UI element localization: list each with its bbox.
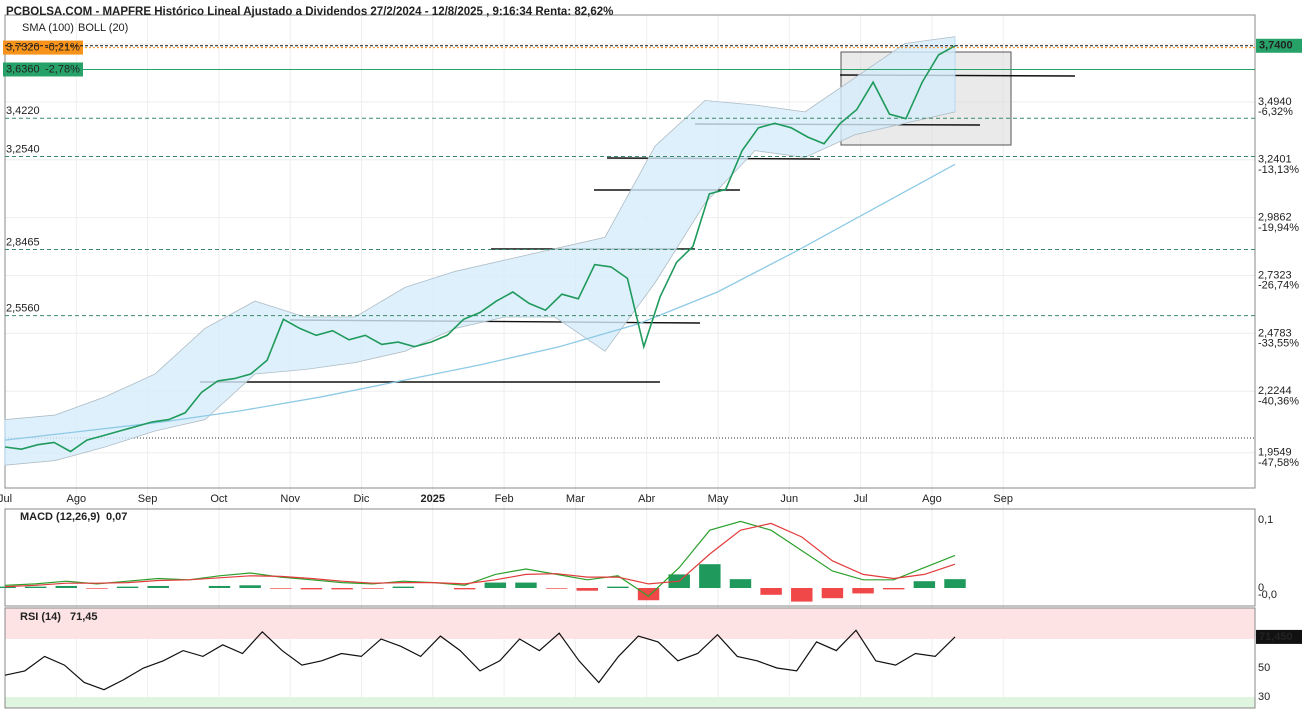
last-price-label: 3,7400 [1259,40,1293,52]
line [4,629,956,691]
rsi-tag-label: 71,450 [1259,631,1293,643]
line [4,520,956,597]
price-tag [3,62,83,77]
macd-bar [331,587,353,590]
line [4,36,956,420]
y-tick-label: 2,4783 [1258,327,1292,339]
macd-bar [362,587,384,589]
macd-bar [239,585,261,588]
macd-frame [4,508,1256,607]
macd-bar [24,586,47,588]
macd-bar [0,586,16,588]
y-tick-label: 1,9549 [1258,447,1292,459]
macd-bar [208,585,231,588]
oversold-zone [5,696,1255,708]
macd-bar [913,581,936,588]
legend-entry: SMA (100) [22,22,74,34]
macd-bar [607,586,629,588]
line [4,45,956,453]
y-tick-label: 3,2401 [1258,154,1292,166]
x-tick-label: Jul [854,493,868,505]
macd-bar [484,582,507,588]
rsi-tag [1256,629,1302,644]
macd-bar [699,564,721,588]
y-tick-label: 0 [1258,582,1264,594]
legend-entry: BOLL (20) [78,22,128,34]
panel-title: MACD (12,26,9) [20,511,100,523]
level-label: 2,8465 [6,236,40,248]
main-frame [4,14,1256,489]
y2-tick-label: -33,55% [1258,338,1299,350]
y-tick-label: 2,9862 [1258,212,1292,224]
x-tick-label: Sep [138,493,158,505]
x-tick-label: Mar [566,493,585,505]
macd-bar [576,587,598,591]
macd-bar [944,579,966,588]
x-tick-label: Jul [0,493,12,505]
level-label: 3,2540 [6,143,40,155]
x-tick-label: Jun [780,493,798,505]
panel-title: RSI (14) [20,611,61,623]
macd-bar [86,587,108,589]
background-layer [4,15,1255,708]
price-tag-label: 3,6360 [6,63,40,75]
y2-tick-label: -40,36% [1258,395,1299,407]
panel-value: 71,45 [70,611,98,623]
price-tag-change: -2,78% [45,63,80,75]
x-tick-label: Dic [354,493,370,505]
y-tick-label: 2,2244 [1258,385,1292,397]
x-tick-label: Oct [210,493,227,505]
y2-tick-label: -6,32% [1258,106,1293,118]
last-price-tag [1256,38,1302,53]
macd-bar [882,587,905,590]
macd-bar [515,582,537,588]
x-tick-label: May [708,493,729,505]
x-tick-label: 2025 [421,493,445,505]
line [4,163,956,441]
x-tick-label: Sep [993,493,1013,505]
y2-tick-label: -13,13% [1258,164,1299,176]
level-label: 2,5560 [6,303,40,315]
y-tick-label: 3,4940 [1258,96,1292,108]
overbought-zone [5,608,1255,640]
y2-tick-label: -26,74% [1258,280,1299,292]
macd-bar [791,587,813,602]
macd-bar [821,587,844,599]
macd-bar [545,587,568,589]
x-tick-label: Abr [638,493,655,505]
macd-tag: -0,0 [1258,589,1277,601]
line [4,522,956,588]
x-tick-label: Feb [495,493,514,505]
macd-bar [55,585,78,588]
price-tag [3,40,83,55]
macd-bar [453,587,476,590]
macd-bar [300,587,323,590]
chart-title: PCBOLSA.COM - MAPFRE Histórico Lineal Aj… [6,6,613,18]
x-tick-label: Ago [922,493,942,505]
y-tick-label: 30 [1258,691,1270,703]
macd-bar [760,587,782,595]
y2-tick-label: -47,58% [1258,457,1299,469]
y-tick-label: 50 [1258,662,1270,674]
price-tag-change: -0,21% [45,42,80,54]
y-tick-label: 2,7323 [1258,269,1292,281]
macd-bar [270,587,292,589]
macd-bar [147,585,169,588]
rsi-frame [4,607,1256,709]
macd-bar [392,586,415,588]
panel-value: 0,07 [106,511,127,523]
price-tag-label: 3,7320 [6,42,40,54]
level-label: 3,4220 [6,105,40,117]
macd-bar [729,579,752,588]
macd-bar [116,586,139,588]
macd-bar [852,587,874,594]
y-tick-label: 0,1 [1258,514,1273,526]
x-tick-label: Nov [280,493,300,505]
y2-tick-label: -19,94% [1258,222,1299,234]
x-tick-label: Ago [67,493,87,505]
